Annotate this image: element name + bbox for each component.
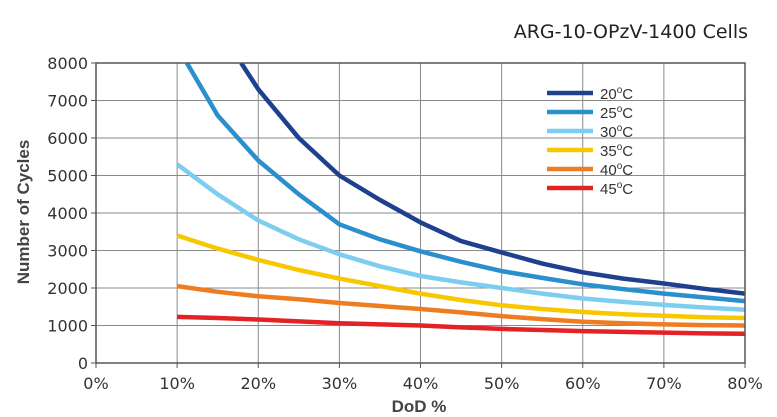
series-line-20c <box>239 63 745 296</box>
y-tick-label: 1000 <box>47 317 88 336</box>
legend-label-20c: 20oC <box>600 85 633 103</box>
series-line-40c <box>176 283 745 328</box>
y-tick-label: 4000 <box>47 204 88 223</box>
x-axis-title: DoD % <box>392 397 447 416</box>
x-tick-label: 50% <box>484 374 520 393</box>
y-tick-label: 5000 <box>47 167 88 186</box>
legend-label-25c: 25oC <box>600 104 633 122</box>
y-tick-label: 3000 <box>47 242 88 261</box>
series-lines <box>175 63 745 337</box>
series-line-30c <box>175 162 745 313</box>
x-tick-label: 80% <box>727 374 763 393</box>
x-tick-label: 30% <box>322 374 358 393</box>
x-tick-label: 60% <box>565 374 601 393</box>
y-axis-title: Number of Cycles <box>14 140 33 285</box>
legend-label-35c: 35oC <box>600 142 633 160</box>
series-line-25c <box>184 63 745 304</box>
y-tick-label: 8000 <box>47 54 88 73</box>
series-line-35c <box>176 233 745 321</box>
plot-frame <box>95 62 746 364</box>
x-tick-label: 10% <box>159 374 195 393</box>
x-tick-label: 70% <box>646 374 682 393</box>
series-line-45c <box>177 314 745 337</box>
y-tick-label: 0 <box>78 354 88 373</box>
x-tick-label: 20% <box>240 374 276 393</box>
legend-label-30c: 30oC <box>600 123 633 141</box>
plot-border <box>95 62 746 364</box>
x-tick-label: 40% <box>403 374 439 393</box>
x-tick-label: 0% <box>83 374 108 393</box>
y-tick-label: 6000 <box>47 129 88 148</box>
legend-label-45c: 45oC <box>600 180 633 198</box>
axis-ticks: 0% 10% 20% 30% 40% 50% 60% 70% 80% 0 1000 2000 3000 4… <box>47 54 763 393</box>
y-tick-label: 7000 <box>47 92 88 111</box>
y-tick-label: 2000 <box>47 279 88 298</box>
chart-title: ARG-10-OPzV-1400 Cells <box>514 21 748 43</box>
legend-label-40c: 40oC <box>600 161 633 179</box>
